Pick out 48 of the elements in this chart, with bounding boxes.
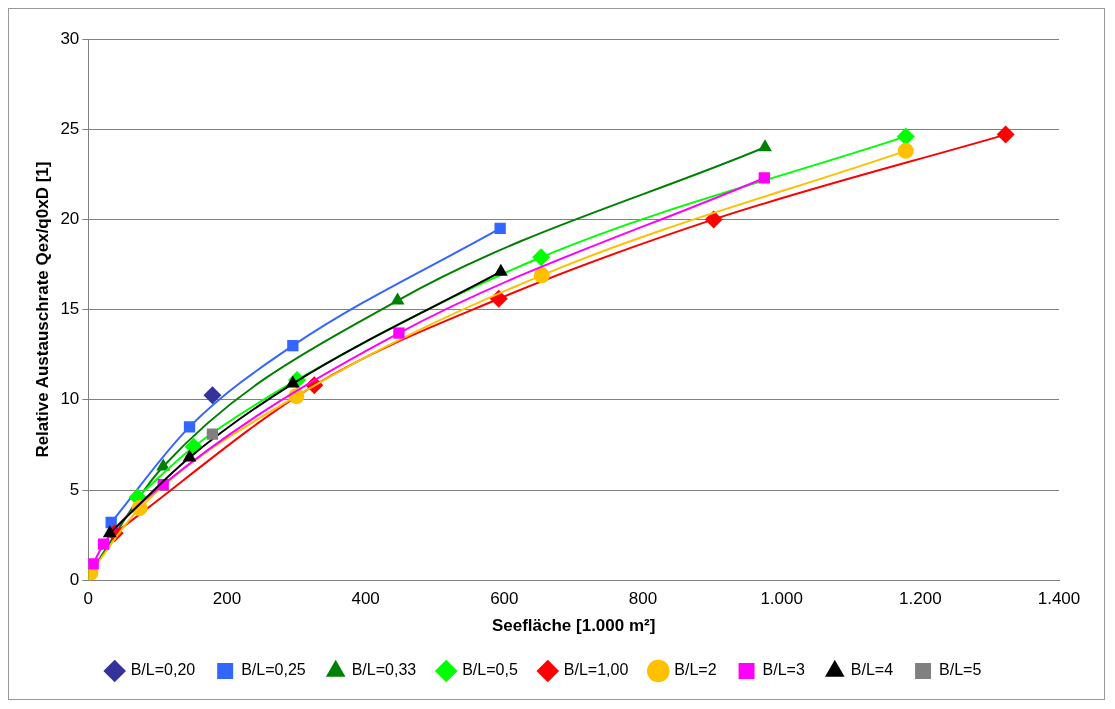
legend-label: B/L=0,33 xyxy=(351,661,417,679)
point xyxy=(203,386,222,405)
point xyxy=(390,292,405,305)
x-tick-label: 1.200 xyxy=(899,589,942,609)
point xyxy=(896,127,915,146)
point xyxy=(102,525,117,538)
point xyxy=(182,449,197,462)
x-tick-label: 400 xyxy=(351,589,380,609)
legend-label: B/L=5 xyxy=(939,661,982,679)
legend-label: B/L=0,25 xyxy=(241,661,306,679)
point xyxy=(533,267,550,284)
y-tick-label: 15 xyxy=(60,299,80,319)
x-tick-label: 200 xyxy=(212,589,242,609)
x-tick-label: 0 xyxy=(83,589,94,609)
point xyxy=(206,428,219,440)
y-tick-label: 5 xyxy=(69,479,80,499)
legend-label: B/L=1,00 xyxy=(563,661,629,679)
x-tick-label: 800 xyxy=(628,589,658,609)
legend-label: B/L=2 xyxy=(674,661,717,679)
legend-label: B/L=4 xyxy=(850,661,894,679)
point xyxy=(97,538,110,550)
x-tick-label: 1.400 xyxy=(1037,589,1081,609)
point xyxy=(183,421,196,433)
x-tick-label: 600 xyxy=(490,589,519,609)
point xyxy=(493,263,508,276)
point xyxy=(393,327,405,339)
point xyxy=(88,558,99,570)
point xyxy=(758,172,770,184)
y-tick-label: 10 xyxy=(60,389,80,409)
point xyxy=(156,458,171,471)
legend-label: B/L=0,5 xyxy=(462,661,518,679)
point xyxy=(758,139,772,152)
y-tick-label: 30 xyxy=(60,28,80,48)
point xyxy=(285,375,300,388)
point xyxy=(287,340,299,352)
y-axis-title: Relative Austauschrate Qex/q0xD [1] xyxy=(32,161,52,458)
y-tick-label: 20 xyxy=(60,209,80,229)
point xyxy=(704,210,723,229)
legend-label: B/L=0,20 xyxy=(130,661,196,679)
point xyxy=(494,222,506,235)
y-tick-label: 0 xyxy=(69,569,80,589)
point xyxy=(532,248,551,267)
x-axis-title: Seefläche [1.000 m²] xyxy=(491,616,656,636)
point xyxy=(996,125,1015,144)
point xyxy=(897,142,914,159)
y-tick-label: 25 xyxy=(60,118,80,138)
legend-label: B/L=3 xyxy=(762,661,805,679)
x-tick-label: 1.000 xyxy=(760,589,803,609)
